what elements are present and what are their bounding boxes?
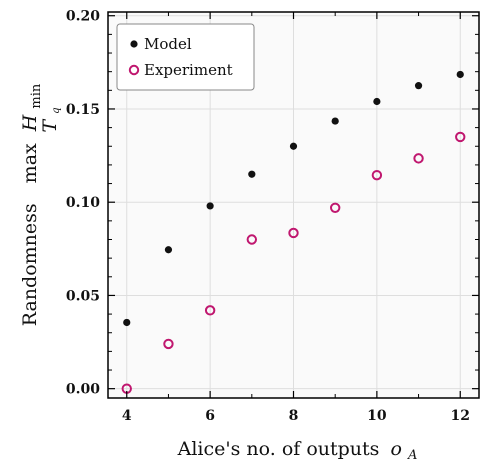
legend-marker-model [130,40,138,48]
y-tick-label: 0.00 [66,382,100,398]
y-tick-label: 0.10 [66,195,100,211]
y-axis-label-t: T [39,119,61,133]
x-tick-label: 4 [122,408,132,424]
y-tick-label: 0.05 [66,288,100,304]
model-point [248,170,256,178]
x-tick-label: 8 [289,408,299,424]
series-model [123,70,464,327]
x-axis-label-subscript: A [407,448,417,462]
y-axis-label-min: min [29,83,44,108]
legend-marker-experiment [128,64,140,76]
model-point [331,117,339,125]
series-layer [121,70,466,394]
svg-text:T q: T q [39,107,62,132]
experiment-point [371,169,383,181]
experiment-point [288,227,299,239]
experiment-point [163,338,174,350]
y-axis-label-text: Randomness [19,203,41,326]
y-axis-label: Randomness max H min T q [19,83,62,326]
model-point [206,202,214,210]
x-axis-label-symbol: o [390,438,401,460]
model-point [373,97,381,106]
legend: Model Experiment [116,23,255,91]
axis-ticks: 4 6 8 10 12 0.00 0.05 0.10 0.15 0.20 [66,9,479,424]
model-point [123,318,131,327]
model-point [164,246,173,254]
y-axis-label-max: max [19,143,41,183]
svg-text:Randomness max H: Randomness max H min [19,83,44,326]
legend-label-model: Model [144,35,192,53]
experiment-point [246,234,258,245]
y-axis-label-h: H [19,114,41,132]
model-point [289,142,298,150]
y-tick-label: 0.15 [66,102,100,118]
model-point [456,70,464,79]
experiment-point [204,305,216,316]
experiment-point [455,131,466,143]
x-axis-label: Alice's no. of outputs o A [177,438,418,462]
x-tick-label: 10 [367,408,387,424]
experiment-point [413,153,424,164]
y-tick-label: 0.20 [66,9,100,25]
x-tick-label: 12 [450,408,469,424]
legend-label-experiment: Experiment [144,61,233,79]
y-axis-label-q: q [51,107,62,113]
model-point [414,82,423,90]
experiment-point [329,202,341,213]
x-tick-label: 6 [205,408,215,424]
legend-box [116,23,255,91]
x-axis-label-text: Alice's no. of outputs [177,438,380,460]
